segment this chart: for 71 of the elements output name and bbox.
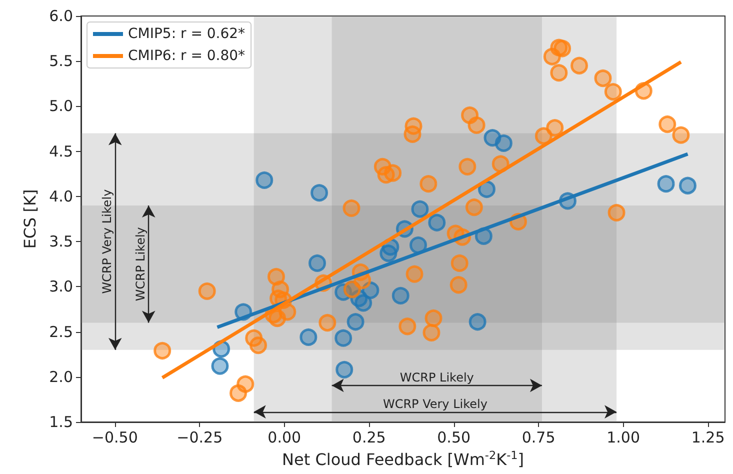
band-label: WCRP Very Likely	[382, 396, 488, 411]
y-tick-label: 6.0	[49, 7, 73, 25]
x-tick-label: 1.00	[606, 428, 640, 446]
band-label: WCRP Likely	[400, 370, 474, 384]
point	[494, 134, 512, 152]
point	[404, 125, 422, 143]
x-tick-label: 0.00	[268, 428, 302, 446]
point	[420, 175, 438, 193]
point	[604, 83, 622, 101]
y-tick-label: 3.0	[49, 278, 73, 296]
y-axis-title: ECS [K]	[20, 189, 40, 249]
point	[468, 313, 486, 331]
point	[198, 282, 216, 300]
point	[594, 70, 612, 87]
point	[658, 116, 676, 134]
point	[608, 204, 626, 222]
point	[250, 336, 268, 354]
x-tick-label: −0.50	[92, 428, 138, 446]
point	[268, 310, 286, 327]
point	[384, 164, 402, 182]
point	[422, 324, 440, 342]
legend-label: CMIP5: r = 0.62*	[128, 26, 246, 42]
point	[406, 265, 424, 283]
point	[550, 64, 568, 82]
point	[543, 48, 561, 66]
x-tick-label: 1.25	[691, 428, 725, 446]
y-tick-label: 4.5	[49, 142, 73, 160]
x-tick-label: 0.75	[522, 428, 556, 446]
point	[256, 171, 274, 189]
x-tick-label: 0.25	[352, 428, 386, 446]
point	[346, 313, 364, 331]
y-tick-label: 2.5	[49, 322, 73, 341]
point	[411, 200, 429, 218]
point	[478, 180, 496, 198]
point	[310, 184, 328, 202]
y-tick-label: 2.0	[49, 368, 73, 386]
point	[546, 119, 564, 137]
point	[424, 310, 442, 327]
y-tick-label: 5.5	[49, 52, 73, 70]
point	[211, 357, 229, 375]
point	[410, 236, 428, 254]
point	[300, 328, 318, 346]
point	[570, 56, 588, 74]
y-tick-label: 5.0	[49, 97, 73, 116]
point	[336, 360, 354, 378]
point	[450, 276, 468, 294]
point	[334, 329, 352, 347]
x-tick-label: −0.25	[176, 428, 223, 446]
point	[398, 318, 416, 336]
point	[354, 294, 372, 312]
point	[392, 286, 410, 304]
band-label: WCRP Very Likely	[100, 189, 114, 294]
x-tick-label: 0.50	[437, 428, 471, 446]
y-tick-label: 4.0	[49, 187, 73, 206]
legend-label: CMIP6: r = 0.80*	[128, 48, 246, 64]
point	[657, 175, 675, 193]
point	[468, 116, 486, 134]
y-tick-label: 3.5	[49, 232, 73, 251]
point	[154, 342, 172, 360]
point	[308, 254, 326, 272]
point	[678, 176, 696, 194]
point	[428, 214, 446, 232]
y-tick-label: 1.5	[49, 413, 73, 431]
point	[465, 198, 483, 216]
point	[672, 126, 690, 144]
band-label: WCRP Likely	[134, 227, 148, 302]
point	[458, 158, 476, 176]
point	[450, 254, 468, 272]
point	[230, 384, 248, 402]
point	[318, 314, 336, 332]
point	[342, 199, 360, 217]
